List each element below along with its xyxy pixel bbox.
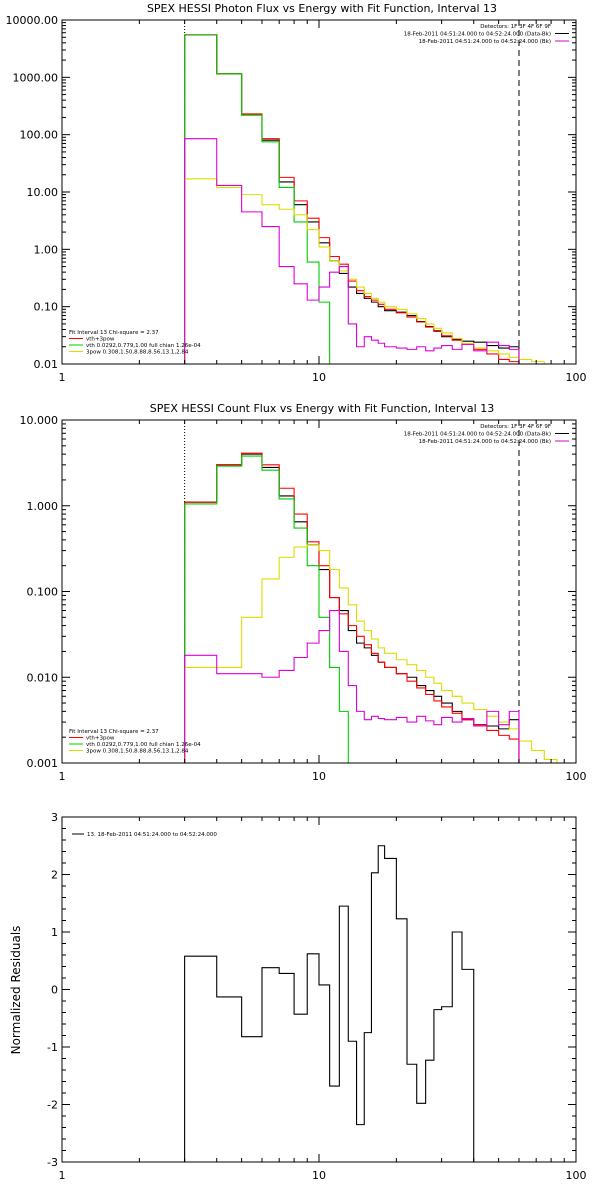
y-tick-label: 100.00	[20, 129, 59, 142]
x-tick-label: 100	[566, 1169, 587, 1182]
residuals-y-axis-label: Normalized Residuals	[9, 926, 23, 1055]
panel-1-legend-top: Detectors: 1F 3F 4F 6F 9F 18-Feb-2011 04:…	[404, 24, 569, 45]
series-line-1	[184, 34, 520, 364]
y-tick-label: 0.01	[34, 358, 59, 371]
legend-entry: vth 0.0292,0.779,1.00 full chian 1.26e-0…	[86, 343, 201, 349]
series-line-4	[184, 544, 558, 763]
series-line-2	[184, 452, 520, 763]
x-tick-label: 10	[312, 371, 326, 384]
y-tick-label: 0.100	[27, 586, 59, 599]
legend-entry: Fit Interval 13 Chi-square = 2.37	[69, 729, 159, 735]
x-tick-label: 10	[312, 770, 326, 783]
legend-entry: vth 0.0292,0.779,1.00 full chian 1.26e-0…	[86, 742, 201, 748]
x-tick-label: 1	[59, 770, 66, 783]
legend-entry: 18-Feb-2011 04:51:24.000 to 04:52:24.000…	[404, 432, 551, 438]
panel-2-title: SPEX HESSI Count Flux vs Energy with Fit…	[150, 402, 494, 415]
y-tick-label: 0.010	[27, 671, 59, 684]
residuals-panel: 1 10 100 -3 -2 -1 0 1 2 3 13. 18-Feb-2011 04:51:2…	[9, 811, 587, 1182]
panel-1-frame	[61, 19, 577, 365]
series-line-5	[184, 609, 520, 763]
legend-entry: Detectors: 1F 3F 4F 6F 9F	[480, 24, 551, 30]
y-tick-label: 0.10	[34, 301, 59, 314]
panel-1-axes: 1 10 100 0.01 0.10 1.00 10.00 100.00 1000.00 1000…	[6, 14, 587, 384]
panel-3-plot-area	[184, 845, 475, 1162]
legend-entry: 3pow 0.308,1.50,8.88,8.56,13.1,2.84	[86, 749, 189, 755]
legend-entry: Detectors: 1F 3F 4F 6F 9F	[480, 424, 551, 430]
panel-2-plot-area	[184, 420, 558, 763]
series-line-3	[184, 455, 358, 763]
panel-2-legend-top: Detectors: 1F 3F 4F 6F 9F 18-Feb-2011 04:…	[404, 424, 569, 445]
x-tick-label: 100	[566, 770, 587, 783]
series-line-2	[184, 34, 520, 364]
panel-3-data	[184, 845, 475, 1162]
y-tick-label: 0	[51, 984, 58, 997]
legend-entry: 13. 18-Feb-2011 04:51:24.000 to 04:52:24…	[87, 832, 217, 838]
panel-1-plot-area	[184, 20, 545, 364]
panel-3-legend: 13. 18-Feb-2011 04:51:24.000 to 04:52:24…	[72, 832, 217, 838]
y-tick-label: 2	[51, 869, 58, 882]
x-tick-label: 100	[566, 371, 587, 384]
y-tick-label: -1	[47, 1041, 58, 1054]
panel-2-data	[184, 420, 558, 763]
x-tick-label: 10	[312, 1169, 326, 1182]
y-tick-label: -2	[47, 1099, 58, 1112]
panel-1-legend-bottom: Fit Interval 13 Chi-square = 2.37vth+3po…	[69, 330, 201, 356]
y-tick-label: 0.001	[27, 757, 59, 770]
legend-entry: 18-Feb-2011 04:51:24.000 to 04:52:24.000…	[419, 39, 551, 45]
panel-3-axes: 1 10 100 -3 -2 -1 0 1 2 3	[47, 811, 586, 1182]
series-line-1	[184, 845, 475, 1162]
y-tick-label: 10000.00	[6, 14, 59, 27]
y-tick-label: 10.00	[27, 186, 59, 199]
legend-entry: 3pow 0.308,1.50,8.88,8.56,13.1,2.84	[86, 350, 189, 356]
legend-entry: vth+3pow	[86, 736, 115, 742]
legend-entry: vth+3pow	[86, 337, 115, 343]
series-line-3	[184, 34, 340, 364]
legend-entry: Fit Interval 13 Chi-square = 2.37	[69, 330, 159, 336]
y-tick-label: 3	[51, 811, 58, 824]
series-line-1	[184, 453, 520, 763]
x-tick-label: 1	[59, 371, 66, 384]
photon-flux-panel: SPEX HESSI Photon Flux vs Energy with Fi…	[6, 2, 587, 384]
y-tick-label: 1.000	[27, 500, 59, 513]
panel-2-legend-bottom: Fit Interval 13 Chi-square = 2.37vth+3po…	[69, 729, 201, 755]
panel-3-frame	[61, 816, 577, 1163]
y-tick-label: 1000.00	[13, 71, 59, 84]
y-tick-label: 10.000	[20, 414, 59, 427]
count-flux-panel: SPEX HESSI Count Flux vs Energy with Fit…	[20, 402, 587, 783]
panel-1-title: SPEX HESSI Photon Flux vs Energy with Fi…	[147, 2, 497, 15]
legend-entry: 18-Feb-2011 04:51:24.000 to 04:52:24.000…	[404, 32, 551, 38]
legend-entry: 18-Feb-2011 04:51:24.000 to 04:52:24.000…	[419, 439, 551, 445]
y-tick-label: -3	[47, 1156, 58, 1169]
panel-2-axes: 1 10 100 0.001 0.010 0.100 1.000 10.000	[20, 414, 587, 783]
y-tick-label: 1.00	[34, 243, 59, 256]
y-tick-label: 1	[51, 926, 58, 939]
panel-1-data	[184, 20, 545, 364]
series-line-5	[184, 138, 520, 364]
x-tick-label: 1	[59, 1169, 66, 1182]
